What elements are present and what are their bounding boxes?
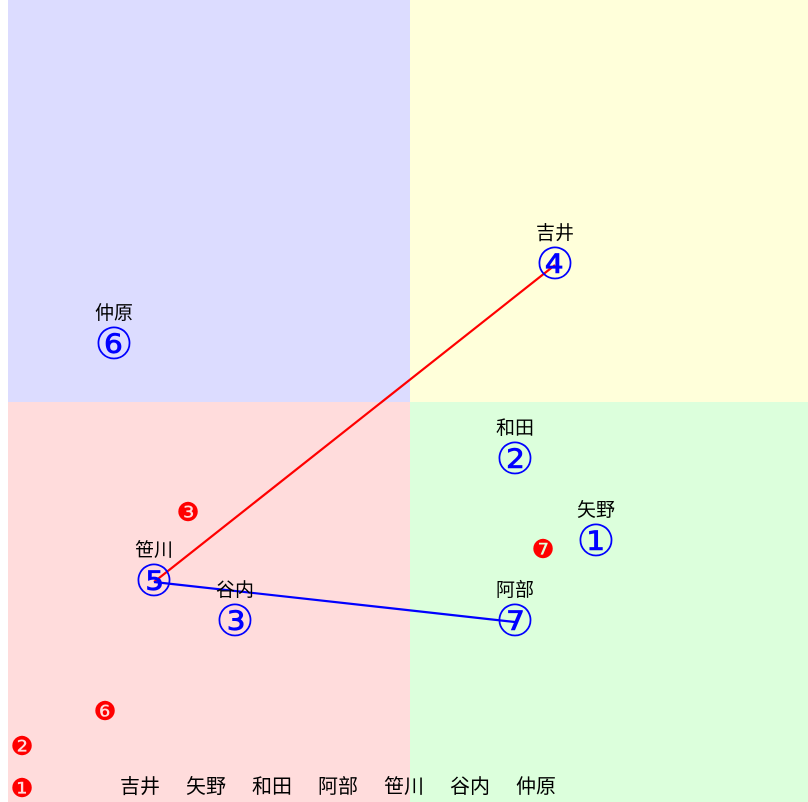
legend-item: 仲原 [516, 774, 556, 798]
player-marker: ③ [215, 596, 254, 647]
quadrant-top-right [410, 0, 808, 402]
player-marker: ⑥ [94, 319, 133, 370]
player-taniuchi: 谷内③ [215, 579, 254, 647]
legend-item: 谷内 [450, 774, 490, 798]
legend-item: 笹川 [384, 774, 424, 798]
quadrant-bottom-left [8, 402, 410, 802]
quadrant-bottom-right [410, 402, 808, 802]
player-name: 谷内 [216, 579, 254, 601]
player-name: 笹川 [135, 539, 173, 561]
link-sasagawa-abe [153, 580, 516, 624]
quadrant-layer [8, 0, 808, 802]
player-sasagawa: 笹川⑤ [134, 539, 173, 607]
badge-layer: ❸ ❼ ❻ ❷ ❶ [10, 498, 554, 802]
player-name: 矢野 [577, 499, 615, 521]
player-name: 仲原 [95, 302, 133, 324]
quadrant-top-left [8, 0, 410, 402]
player-wada: 和田② [495, 417, 534, 485]
player-name: 和田 [496, 417, 534, 439]
player-marker: ⑤ [134, 556, 173, 607]
player-marker: ② [495, 434, 534, 485]
number-badge: ❼ [531, 535, 554, 565]
number-badge: ❶ [10, 774, 33, 802]
number-badge: ❸ [176, 498, 199, 528]
legend-item: 吉井 [120, 774, 160, 798]
player-marker: ⑦ [495, 596, 534, 647]
legend-item: 矢野 [186, 774, 226, 798]
link-sasagawa-yoshii [153, 264, 556, 583]
legend-item: 阿部 [318, 774, 358, 798]
player-yoshii: 吉井④ [535, 222, 574, 290]
number-badge: ❷ [10, 732, 33, 762]
player-name: 阿部 [496, 579, 534, 601]
player-layer: 吉井④ 矢野① 和田② 阿部⑦ 笹川⑤ 谷内③ 仲原⑥ [94, 222, 615, 647]
player-yano: 矢野① [576, 499, 615, 567]
number-badge: ❻ [93, 697, 116, 727]
player-marker: ④ [535, 239, 574, 290]
legend: 吉井 矢野 和田 阿部 笹川 谷内 仲原 [120, 774, 556, 798]
link-layer [153, 264, 556, 624]
player-marker: ① [576, 516, 615, 567]
player-abe: 阿部⑦ [495, 579, 534, 647]
player-nakahara: 仲原⑥ [94, 302, 133, 370]
legend-item: 和田 [252, 774, 292, 798]
player-name: 吉井 [536, 222, 574, 244]
